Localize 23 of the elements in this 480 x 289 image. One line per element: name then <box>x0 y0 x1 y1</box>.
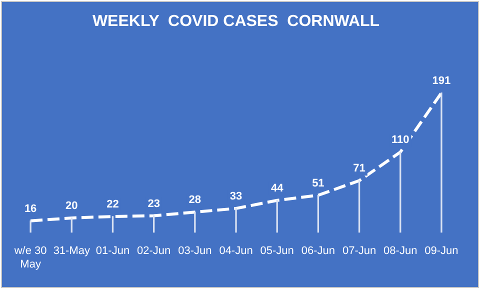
data-label: 51 <box>312 177 324 190</box>
data-label: 33 <box>230 190 242 202</box>
data-label: 20 <box>66 200 78 212</box>
data-label: 16 <box>24 202 37 215</box>
x-tick-label: 05-Jun <box>260 245 294 258</box>
x-tick-label: 31-May <box>53 245 90 258</box>
x-tick-label: 02-Jun <box>137 245 171 258</box>
x-tick-label: w/e 30 May <box>13 245 47 270</box>
data-label: 28 <box>188 194 202 206</box>
data-label: 191 <box>432 74 451 87</box>
x-tick-label: 06-Jun <box>301 245 336 258</box>
data-label: 23 <box>148 198 160 210</box>
x-tick-label: 09-Jun <box>424 245 458 258</box>
x-tick-label: 08-Jun <box>384 245 418 258</box>
data-label: 22 <box>106 198 119 211</box>
x-tick-label: 04-Jun <box>219 245 253 258</box>
data-label: 110 <box>391 134 410 146</box>
x-tick-label: 01-Jun <box>96 245 130 258</box>
x-tick-label: 03-Jun <box>178 245 212 258</box>
chart-title: WEEKLY COVID CASES CORNWALL <box>92 13 380 30</box>
x-tick-label: 07-Jun <box>342 245 376 258</box>
data-label: 44 <box>270 182 284 194</box>
data-label: 71 <box>353 162 366 175</box>
